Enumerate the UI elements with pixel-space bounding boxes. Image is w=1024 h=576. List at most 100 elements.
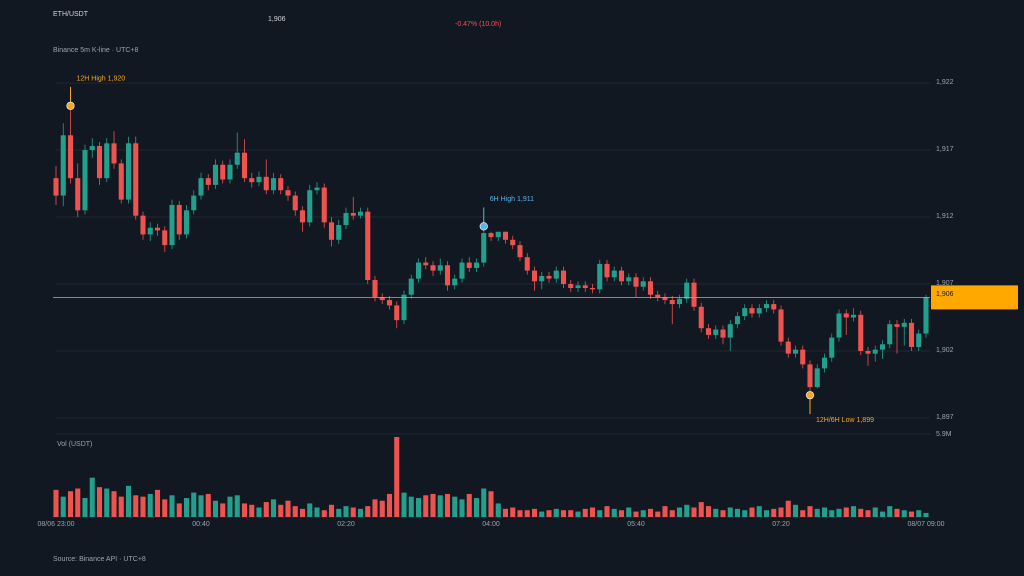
volume-bar [198,495,204,517]
volume-bar [394,437,400,517]
volume-bar [734,508,741,517]
volume-bar [459,499,465,517]
volume-bar [684,504,690,517]
volume-bar [452,496,458,517]
volume-bar [553,508,559,517]
candle-body [430,265,436,271]
candle-body [560,270,567,284]
candle-body [713,329,719,335]
candle-body [162,230,168,246]
volume-bar [67,491,74,517]
volume-bar [524,510,530,517]
candle-body [183,210,190,235]
candle-body [568,283,574,289]
volume-bar [560,510,567,517]
candle-body [800,349,806,365]
candle-body [379,297,385,301]
volume-bar [205,493,211,517]
volume-bar [589,507,596,517]
volume-bar [191,492,197,517]
change: -0.47% (10.0h) [455,21,501,28]
volume-bar [771,508,777,517]
last-price: 1,906 [268,16,286,23]
candle-body [771,304,777,310]
candle-body [727,324,733,338]
volume-bar [285,500,291,517]
x-tick-label: 05:40 [627,521,645,528]
annotation-marker [805,391,815,400]
volume-bar [75,488,81,517]
candle-body [676,298,683,305]
x-tick-label: 08/07 09:00 [908,521,945,528]
volume-bar [662,506,668,517]
volume-bar [379,500,385,517]
volume-bar [488,491,494,517]
candle-body [865,350,871,354]
candle-body [249,178,255,183]
candle-body [814,368,820,388]
candle-body [466,262,472,268]
volume-bar [314,507,320,517]
volume-bar [415,498,422,517]
volume-bar [125,485,132,517]
candle-body [495,231,501,238]
last-price-tag-label: 1,906 [936,291,954,298]
candle-body [394,305,400,321]
candle-body [169,204,175,246]
candle-body [270,178,277,191]
volume-bar [705,506,712,517]
candle-body [553,270,559,279]
volume-bar [923,512,929,517]
x-tick-label: 02:20 [337,521,355,528]
volume-bar [328,504,335,517]
candle-body [821,357,828,369]
volume-bar [843,507,849,517]
candle-body [278,178,284,191]
candle-body [640,281,646,287]
candle-body [386,300,393,306]
x-tick-label: 07:20 [772,521,790,528]
candle-body [473,262,480,268]
y-tick-label: 1,907 [936,280,954,287]
volume-bar [850,506,857,517]
candle-body [763,304,770,309]
x-tick-label: 08/06 23:00 [38,521,75,528]
volume-bar [908,511,915,517]
candle-body [749,308,755,314]
candle-body [234,152,240,165]
candle-body [626,277,632,282]
volume-bar [162,499,168,517]
volume-bar [495,503,501,517]
candle-body [785,341,791,354]
volume-bar [742,510,748,517]
volume-bar [727,507,733,517]
candle-body [872,349,878,354]
candle-body [220,164,226,180]
candle-body [205,178,211,185]
y-tick-label: 1,902 [936,347,954,354]
volume-bar [829,510,835,517]
footer: Source: Binance API · UTC+8 [53,556,146,563]
candle-body [531,270,538,282]
volume-bar [604,506,610,517]
candle-body [140,215,146,235]
candle-body [125,143,132,200]
candle-body [655,294,661,298]
candle-body [365,211,371,280]
volume-bar [887,506,893,517]
volume-bar [894,508,900,517]
volume-bar [778,507,784,517]
candle-body [633,277,639,287]
volume-bar [640,510,646,517]
symbol: ETH/USDT [53,11,89,18]
volume-bar [618,510,625,517]
candle-body [582,285,588,289]
volume-bar [336,508,342,517]
candle-body [510,239,516,246]
y-tick-label: 1,912 [936,213,954,220]
annotation-marker [479,222,488,231]
volume-bar [270,499,277,517]
annotation-label: 12H/6H Low 1,899 [816,417,874,424]
volume-bar [647,508,654,517]
volume-bar [430,493,436,517]
